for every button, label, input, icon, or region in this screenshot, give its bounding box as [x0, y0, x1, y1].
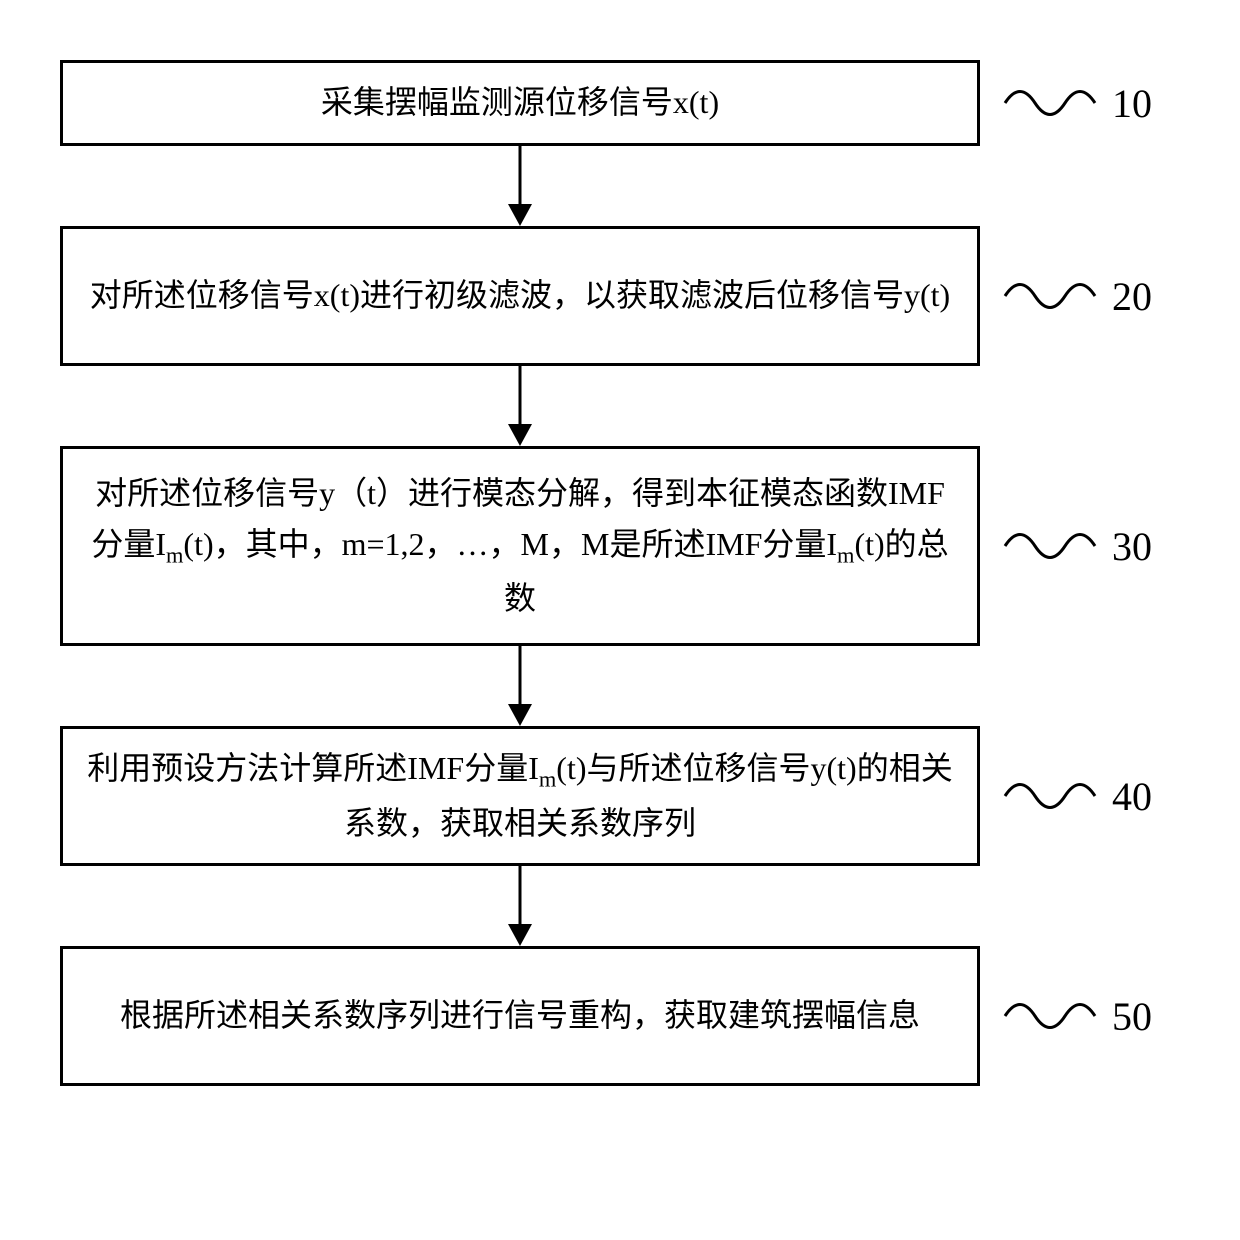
step-num-20: 20 — [1112, 273, 1152, 320]
step-num-40: 40 — [1112, 773, 1152, 820]
wave-icon — [1000, 991, 1100, 1041]
step-label-30: 30 — [1000, 521, 1152, 571]
step-text-30: 对所述位移信号y（t）进行模态分解，得到本征模态函数IMF分量Im(t)，其中，… — [87, 468, 953, 625]
wave-icon — [1000, 521, 1100, 571]
step-box-30: 对所述位移信号y（t）进行模态分解，得到本征模态函数IMF分量Im(t)，其中，… — [60, 446, 980, 646]
step-text-50: 根据所述相关系数序列进行信号重构，获取建筑摆幅信息 — [120, 990, 920, 1041]
step-text-10: 采集摆幅监测源位移信号x(t) — [321, 77, 719, 128]
arrow-down-icon — [500, 646, 540, 726]
step-text-20: 对所述位移信号x(t)进行初级滤波，以获取滤波后位移信号y(t) — [90, 270, 950, 321]
step-box-10: 采集摆幅监测源位移信号x(t) — [60, 60, 980, 146]
arrow-20-30 — [60, 366, 980, 446]
step-num-50: 50 — [1112, 993, 1152, 1040]
flowchart-container: 采集摆幅监测源位移信号x(t) 10 对所述位移信号x(t)进行初级滤波，以获取… — [60, 60, 1180, 1086]
step-row-20: 对所述位移信号x(t)进行初级滤波，以获取滤波后位移信号y(t) 20 — [60, 226, 1180, 366]
wave-icon — [1000, 771, 1100, 821]
step-row-40: 利用预设方法计算所述IMF分量Im(t)与所述位移信号y(t)的相关系数，获取相… — [60, 726, 1180, 866]
step-row-50: 根据所述相关系数序列进行信号重构，获取建筑摆幅信息 50 — [60, 946, 1180, 1086]
wave-icon — [1000, 78, 1100, 128]
step-label-40: 40 — [1000, 771, 1152, 821]
arrow-down-icon — [500, 366, 540, 446]
wave-icon — [1000, 271, 1100, 321]
step-row-10: 采集摆幅监测源位移信号x(t) 10 — [60, 60, 1180, 146]
step-row-30: 对所述位移信号y（t）进行模态分解，得到本征模态函数IMF分量Im(t)，其中，… — [60, 446, 1180, 646]
step-label-50: 50 — [1000, 991, 1152, 1041]
step-num-30: 30 — [1112, 523, 1152, 570]
arrow-40-50 — [60, 866, 980, 946]
step-num-10: 10 — [1112, 80, 1152, 127]
arrow-down-icon — [500, 866, 540, 946]
step-box-40: 利用预设方法计算所述IMF分量Im(t)与所述位移信号y(t)的相关系数，获取相… — [60, 726, 980, 866]
arrow-10-20 — [60, 146, 980, 226]
step-label-20: 20 — [1000, 271, 1152, 321]
step-text-40: 利用预设方法计算所述IMF分量Im(t)与所述位移信号y(t)的相关系数，获取相… — [87, 743, 953, 848]
step-box-20: 对所述位移信号x(t)进行初级滤波，以获取滤波后位移信号y(t) — [60, 226, 980, 366]
arrow-30-40 — [60, 646, 980, 726]
arrow-down-icon — [500, 146, 540, 226]
step-label-10: 10 — [1000, 78, 1152, 128]
step-box-50: 根据所述相关系数序列进行信号重构，获取建筑摆幅信息 — [60, 946, 980, 1086]
